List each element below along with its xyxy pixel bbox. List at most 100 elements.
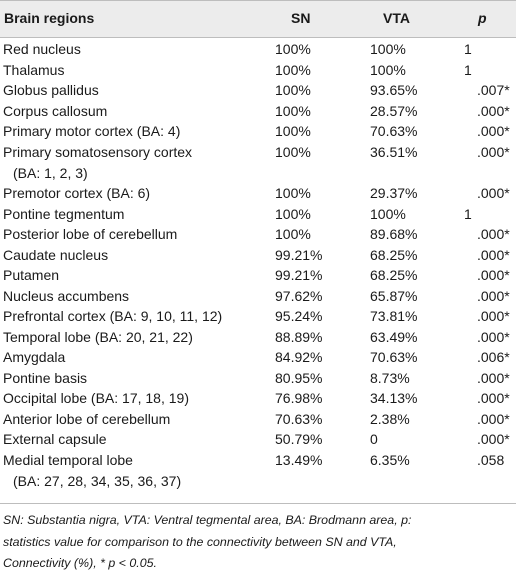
table-bottom-rule: [0, 503, 516, 504]
table-row: External capsule 50.79% 0 .000*: [0, 431, 516, 452]
p-value-cell: .000*: [477, 369, 510, 386]
p-value-cell: .000*: [477, 431, 510, 447]
vta-cell: 70.63%: [370, 349, 418, 365]
region-cell: Putamen: [3, 267, 60, 283]
vta-cell: 68.25%: [370, 246, 418, 263]
sn-cell: 99.21%: [275, 267, 323, 283]
table-footnote: SN: Substantia nigra, VTA: Ventral tegme…: [3, 510, 513, 575]
sn-cell: 70.63%: [275, 410, 323, 427]
region-cell: Primary somatosensory cortex: [3, 143, 193, 160]
region-cell: Pontine tegmentum: [3, 205, 125, 222]
table-row: Red nucleus 100% 100% 1: [0, 41, 516, 62]
region-cell: Pontine basis: [3, 369, 88, 386]
region-cell: Caudate nucleus: [3, 246, 109, 263]
vta-cell: 63.49%: [370, 328, 418, 345]
footnote-line-2: statistics value for comparison to the c…: [3, 534, 397, 549]
p-value-cell: .000*: [477, 246, 510, 263]
sn-cell: 100%: [275, 185, 311, 201]
sn-cell: 95.24%: [275, 308, 323, 324]
sn-cell: 99.21%: [275, 246, 323, 263]
vta-cell: 0: [370, 431, 378, 447]
p-value-cell: .000*: [477, 185, 510, 201]
table-row: Medial temporal lobe (BA: 27, 28, 34, 35,…: [0, 452, 516, 494]
p-value-cell: .000*: [477, 410, 510, 427]
table-row: Globus pallidus 100% 93.65% .007*: [0, 82, 516, 103]
region-cell: Primary motor cortex (BA: 4): [3, 123, 181, 139]
region-cell: Amygdala: [3, 349, 66, 365]
vta-cell: 100%: [370, 61, 406, 78]
table-row: Putamen 99.21% 68.25% .000*: [0, 267, 516, 288]
table-row: Occipital lobe (BA: 17, 18, 19) 76.98% 34.…: [0, 390, 516, 411]
vta-cell: 6.35%: [370, 451, 410, 468]
region-cell: Posterior lobe of cerebellum: [3, 226, 178, 242]
table-row: Corpus callosum 100% 28.57% .000*: [0, 103, 516, 124]
region-cell: Occipital lobe (BA: 17, 18, 19): [3, 390, 189, 406]
region-cell-continued: (BA: 27, 28, 34, 35, 36, 37): [13, 472, 182, 489]
region-cell: Temporal lobe (BA: 20, 21, 22): [3, 328, 193, 345]
sn-cell: 88.89%: [275, 328, 323, 345]
sn-cell: 80.95%: [275, 369, 323, 386]
vta-cell: 34.13%: [370, 390, 418, 406]
header-vta: VTA: [383, 10, 410, 26]
vta-cell: 36.51%: [370, 143, 418, 160]
p-value-cell: .000*: [477, 102, 510, 119]
p-value-cell: .000*: [477, 123, 510, 139]
vta-cell: 93.65%: [370, 82, 418, 98]
table-row: Nucleus accumbens 97.62% 65.87% .000*: [0, 288, 516, 309]
table-row: Primary motor cortex (BA: 4) 100% 70.63% .0…: [0, 123, 516, 144]
sn-cell: 76.98%: [275, 390, 323, 406]
header-sn: SN: [291, 10, 311, 26]
sn-cell: 100%: [275, 143, 311, 160]
p-value-cell: .000*: [477, 226, 510, 242]
vta-cell: 65.87%: [370, 287, 418, 304]
vta-cell: 2.38%: [370, 410, 410, 427]
table-header: Brain regions SN VTA p: [0, 0, 516, 38]
p-value-cell: 1: [464, 205, 472, 222]
table-row: Thalamus 100% 100% 1: [0, 62, 516, 83]
sn-cell: 97.62%: [275, 287, 323, 304]
table-row: Pontine tegmentum 100% 100% 1: [0, 206, 516, 227]
sn-cell: 50.79%: [275, 431, 323, 447]
table-body: Red nucleus 100% 100% 1 Thalamus 100% 100% 1 Glo…: [0, 41, 516, 493]
table-row: Caudate nucleus 99.21% 68.25% .000*: [0, 247, 516, 268]
p-value-cell: .000*: [477, 267, 510, 283]
region-cell-continued: (BA: 1, 2, 3): [13, 164, 88, 181]
region-cell: Globus pallidus: [3, 82, 99, 98]
sn-cell: 100%: [275, 123, 311, 139]
table-row: Anterior lobe of cerebellum 70.63% 2.38% .0…: [0, 411, 516, 432]
table-row: Premotor cortex (BA: 6) 100% 29.37% .000*: [0, 185, 516, 206]
sn-cell: 100%: [275, 61, 311, 78]
region-cell: Premotor cortex (BA: 6): [3, 185, 151, 201]
p-value-cell: .007*: [477, 82, 510, 98]
region-cell: Thalamus: [3, 61, 65, 78]
region-cell: Medial temporal lobe: [3, 451, 133, 468]
header-brain-regions: Brain regions: [4, 10, 95, 26]
vta-cell: 70.63%: [370, 123, 418, 139]
sn-cell: 100%: [275, 41, 311, 57]
sn-cell: 84.92%: [275, 349, 323, 365]
p-value-cell: .000*: [477, 328, 510, 345]
p-value-cell: .000*: [477, 308, 510, 324]
vta-cell: 89.68%: [370, 226, 418, 242]
table-row: Prefrontal cortex (BA: 9, 10, 11, 12) 95.…: [0, 308, 516, 329]
sn-cell: 100%: [275, 102, 311, 119]
sn-cell: 100%: [275, 205, 311, 222]
vta-cell: 28.57%: [370, 102, 418, 119]
table-row: Amygdala 84.92% 70.63% .006*: [0, 349, 516, 370]
vta-cell: 8.73%: [370, 369, 410, 386]
p-value-cell: 1: [464, 61, 472, 78]
p-value-cell: .000*: [477, 143, 510, 160]
footnote-line-1: SN: Substantia nigra, VTA: Ventral tegme…: [3, 513, 412, 527]
p-value-cell: .058: [477, 451, 505, 468]
table-row: Primary somatosensory cortex (BA: 1, 2, 3…: [0, 144, 516, 186]
table-row: Pontine basis 80.95% 8.73% .000*: [0, 370, 516, 391]
sn-cell: 13.49%: [275, 451, 323, 468]
sn-cell: 100%: [275, 226, 311, 242]
p-value-cell: .000*: [477, 287, 510, 304]
header-p: p: [478, 10, 487, 26]
table-row: Posterior lobe of cerebellum 100% 89.68% .0…: [0, 226, 516, 247]
region-cell: Prefrontal cortex (BA: 9, 10, 11, 12): [3, 308, 223, 324]
region-cell: Nucleus accumbens: [3, 287, 130, 304]
p-value-cell: .006*: [477, 349, 510, 365]
footnote-line-3: Connectivity (%), * p < 0.05.: [3, 556, 157, 570]
